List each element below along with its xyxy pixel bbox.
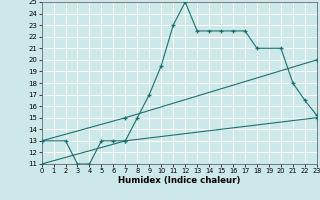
- X-axis label: Humidex (Indice chaleur): Humidex (Indice chaleur): [118, 176, 240, 185]
